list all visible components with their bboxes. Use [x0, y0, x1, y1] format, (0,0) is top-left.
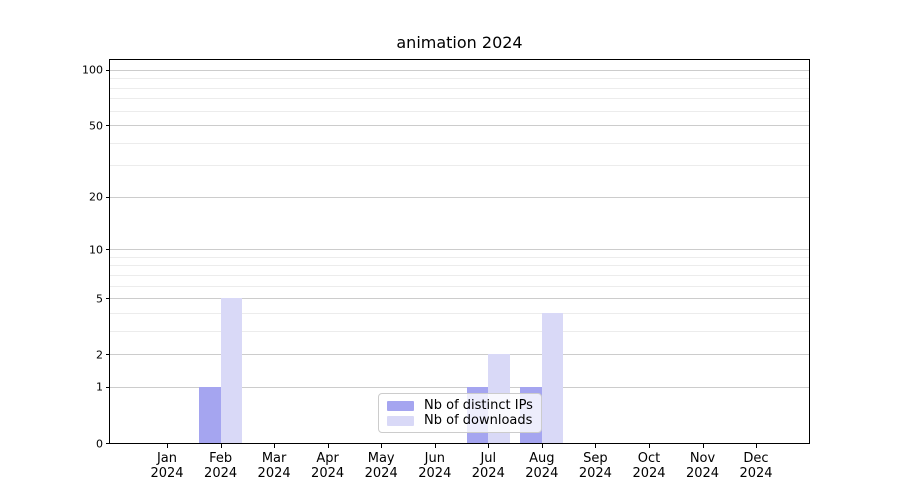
gridline-minor: [110, 87, 809, 89]
x-tick-mark: [488, 444, 490, 448]
x-tick-year: 2024: [525, 466, 559, 481]
x-tick-label: Apr 2024: [311, 451, 345, 481]
y-tick-label: 0: [96, 437, 103, 450]
x-tick-mark: [541, 444, 543, 448]
gridline-minor: [110, 265, 809, 267]
x-tick-mark: [274, 444, 276, 448]
gridline-minor: [110, 98, 809, 100]
bars-layer: [110, 60, 809, 443]
gridlines-layer: [110, 60, 809, 443]
legend-label-distinct-ips: Nb of distinct IPs: [424, 398, 533, 413]
x-tick-label: Nov 2024: [685, 451, 720, 481]
gridline-major: [110, 249, 809, 251]
x-tick-label: Feb 2024: [204, 451, 238, 481]
x-tick-mark: [381, 444, 383, 448]
y-tick-label: 5: [96, 292, 103, 306]
legend-swatch-distinct-ips: [387, 400, 414, 411]
gridline-major: [110, 125, 809, 126]
gridline-major: [110, 69, 809, 71]
gridline-minor: [110, 165, 809, 167]
bar: [541, 312, 564, 443]
x-tick-year: 2024: [739, 466, 773, 481]
x-tick-mark: [702, 444, 704, 448]
gridline-minor: [110, 285, 809, 287]
x-tick-label: Mar 2024: [257, 451, 291, 481]
x-tick-label: Sep 2024: [578, 451, 612, 481]
x-tick-label: Jun 2024: [418, 451, 452, 481]
gridline-minor: [110, 78, 809, 80]
bar: [199, 386, 221, 443]
gridline-minor: [110, 330, 809, 332]
y-tick-label: 10: [89, 243, 103, 257]
x-tick-mark: [756, 444, 757, 448]
plot-area: [109, 59, 810, 444]
gridline-major: [110, 354, 809, 356]
x-tick-label: Oct 2024: [632, 451, 666, 481]
gridline-minor: [110, 142, 809, 144]
x-tick-year: 2024: [150, 466, 184, 481]
gridline-minor: [110, 110, 809, 112]
x-tick-year: 2024: [685, 466, 720, 481]
legend-swatch-downloads: [387, 415, 414, 426]
x-tick-label: Jan 2024: [150, 451, 184, 481]
x-tick-mark: [167, 444, 168, 448]
x-tick-mark: [595, 444, 597, 448]
y-tick-label: 20: [89, 190, 103, 204]
x-tick-label: Dec 2024: [739, 451, 773, 481]
legend: Nb of distinct IPs Nb of downloads: [378, 393, 542, 433]
x-tick-mark: [327, 444, 329, 448]
x-tick-year: 2024: [257, 466, 291, 481]
legend-label-downloads: Nb of downloads: [424, 413, 533, 428]
x-tick-mark: [220, 444, 222, 448]
y-tick-label: 50: [89, 119, 103, 132]
x-tick-year: 2024: [471, 466, 505, 481]
x-tick-year: 2024: [204, 466, 238, 481]
x-tick-year: 2024: [364, 466, 398, 481]
bar: [220, 298, 242, 443]
y-tick-label: 2: [96, 348, 103, 362]
x-tick-mark: [649, 444, 650, 448]
legend-item-downloads: Nb of downloads: [387, 413, 533, 428]
x-tick-label: Aug 2024: [525, 451, 559, 481]
x-tick-year: 2024: [418, 466, 452, 481]
y-tick-label: 1: [96, 380, 103, 394]
x-tick-year: 2024: [578, 466, 612, 481]
x-tick-year: 2024: [632, 466, 666, 481]
gridline-minor: [110, 256, 809, 258]
x-tick-year: 2024: [311, 466, 345, 481]
y-tick-label: 100: [82, 63, 103, 77]
x-tick-mark: [434, 444, 436, 448]
gridline-major: [110, 386, 809, 388]
legend-item-distinct-ips: Nb of distinct IPs: [387, 398, 533, 413]
x-tick-label: May 2024: [364, 451, 398, 481]
x-tick-label: Jul 2024: [471, 451, 505, 481]
gridline-minor: [110, 274, 809, 276]
gridline-major: [110, 298, 809, 300]
gridline-minor: [110, 312, 809, 314]
gridline-major: [110, 196, 809, 198]
chart-title: animation 2024: [396, 33, 523, 52]
